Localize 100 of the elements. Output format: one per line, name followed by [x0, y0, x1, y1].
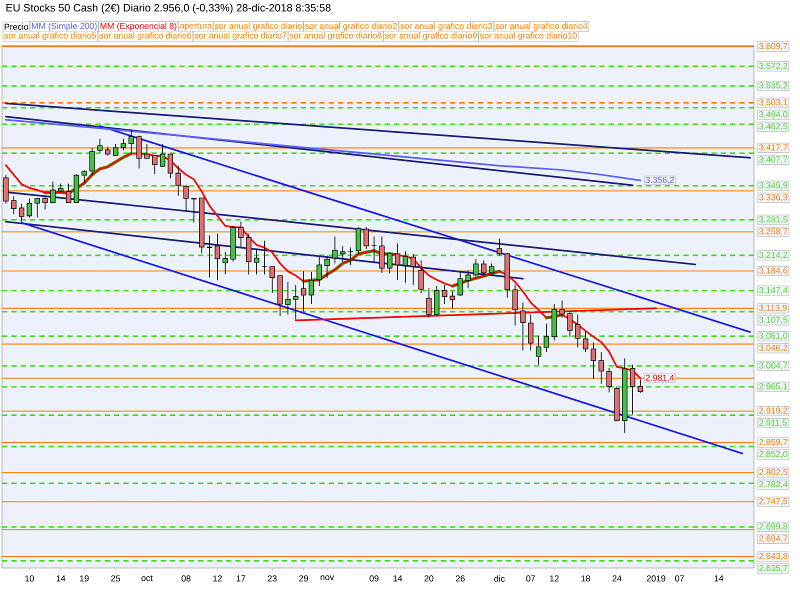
- candlestick: [496, 238, 502, 256]
- text: sor anual grafico diario2: [305, 22, 397, 31]
- x-tick-label: 07: [675, 575, 684, 582]
- candlestick: [120, 138, 126, 151]
- x-tick-label: 23: [268, 575, 277, 582]
- x-tick-label: 20: [424, 575, 434, 582]
- candlestick: [238, 221, 244, 248]
- x-tick-label: 12: [213, 575, 222, 582]
- ref-line-label: 3.258,7: [759, 228, 788, 236]
- x-tick-label: 26: [456, 575, 465, 582]
- candlestick: [544, 323, 550, 352]
- candlestick: [270, 266, 275, 294]
- candlestick: [559, 300, 565, 318]
- ref-line-label: 3.336,3: [759, 194, 788, 202]
- candlestick: [97, 138, 103, 153]
- candlestick: [176, 165, 181, 196]
- x-tick-label: 17: [236, 575, 246, 582]
- x-tick-label: 25: [111, 575, 120, 582]
- ref-line-label: 3.503,1: [759, 99, 788, 106]
- candlestick: [316, 256, 322, 286]
- ref-line-label: 3.572,2: [759, 62, 788, 70]
- ref-line-label: 3.147,4: [759, 287, 788, 294]
- candlestick: [348, 247, 354, 266]
- x-tick-label: 09: [370, 575, 378, 582]
- candlestick: [473, 258, 479, 277]
- candlestick: [136, 135, 142, 169]
- ref-line-label: 2.643,8: [759, 552, 788, 560]
- candlestick: [128, 128, 134, 153]
- candlestick: [590, 342, 596, 380]
- text: sor anual grafico diario10: [480, 32, 577, 40]
- x-tick-label: 18: [581, 575, 590, 582]
- x-tick-label: 07: [526, 575, 536, 582]
- candlestick: [293, 284, 298, 320]
- candlestick: [82, 170, 87, 184]
- x-tick-label: 14: [714, 575, 724, 582]
- candlestick: [66, 183, 72, 204]
- x-tick-label: 08: [182, 575, 191, 582]
- ref-line-label: 3.462,5: [759, 123, 788, 130]
- candlestick: [18, 203, 24, 222]
- candlestick: [222, 251, 228, 275]
- x-tick-label: 24: [612, 575, 622, 582]
- candlestick: [458, 271, 463, 297]
- candlestick: [465, 270, 471, 289]
- candlestick: [630, 364, 636, 415]
- candlestick: [481, 260, 486, 276]
- text: sor anual grafico diario7: [194, 32, 286, 40]
- ref-line-label: 2.852,0: [759, 450, 788, 458]
- candlestick: [183, 184, 189, 212]
- ref-line-label: 2.694,7: [759, 535, 788, 542]
- ref-line-label: 3.407,7: [759, 156, 788, 164]
- ref-line-label: 3.345,9: [759, 182, 788, 190]
- candlestick: [410, 253, 416, 286]
- candlestick: [26, 198, 32, 218]
- candlestick: [379, 236, 385, 274]
- candlestick: [112, 144, 118, 156]
- ref-line-label: 3.609,7: [759, 42, 788, 50]
- text: MM (Exponencial 8): [100, 22, 176, 31]
- candlestick: [567, 311, 573, 338]
- candlestick: [364, 226, 369, 250]
- candlestick: [450, 290, 456, 310]
- text: sor anual grafico diario5: [4, 32, 96, 40]
- data-label: 3.356,2: [646, 176, 674, 184]
- candlestick: [50, 181, 56, 204]
- candlestick: [144, 144, 150, 159]
- candlestick: [488, 262, 494, 275]
- candlestick: [520, 302, 526, 351]
- candlestick: [606, 368, 612, 393]
- data-label: 2.981,4: [646, 374, 674, 382]
- candlestick: [332, 236, 338, 264]
- candlestick: [371, 236, 377, 262]
- ref-line-label: 2.859,7: [759, 438, 788, 446]
- candlestick: [340, 246, 346, 262]
- candlestick: [3, 174, 9, 204]
- ref-line-label: 2.911,5: [759, 420, 787, 427]
- text: sor anual grafico diario6: [99, 32, 192, 40]
- candlestick: [402, 250, 408, 284]
- x-tick-label: nov: [320, 575, 334, 580]
- chart-title: EU Stocks 50 Cash (2€) Diario 2.956,0 (-0,33%) 28-dic-2018 8:35:58: [6, 4, 331, 14]
- text: sor anual grafico diario8: [290, 32, 382, 40]
- candlestick: [11, 196, 16, 215]
- candlestick: [638, 379, 644, 394]
- candlestick: [214, 233, 220, 281]
- candlestick: [168, 154, 174, 179]
- candlestick: [528, 314, 534, 351]
- ref-line-label: 3.061,0: [759, 332, 788, 340]
- candlestick: [442, 284, 448, 304]
- candlestick: [42, 196, 48, 210]
- ref-line-label: 3.417,7: [759, 144, 788, 152]
- candlestick: [387, 252, 392, 274]
- ref-line-label: 2.635,7: [759, 564, 788, 572]
- ref-line-label: 3.004,7: [759, 362, 788, 370]
- candlestick: [160, 144, 166, 168]
- ref-line-label: 3.281,5: [759, 216, 788, 224]
- text: sor anual grafico diario: [214, 22, 302, 31]
- ref-line-label: 2.782,4: [759, 481, 788, 488]
- candlestick: [285, 281, 291, 315]
- candlestick: [300, 270, 306, 312]
- ref-line-label: 3.046,2: [759, 344, 788, 352]
- ref-line-label: 2.747,5: [759, 498, 788, 506]
- x-tick-label: 2019: [646, 575, 666, 582]
